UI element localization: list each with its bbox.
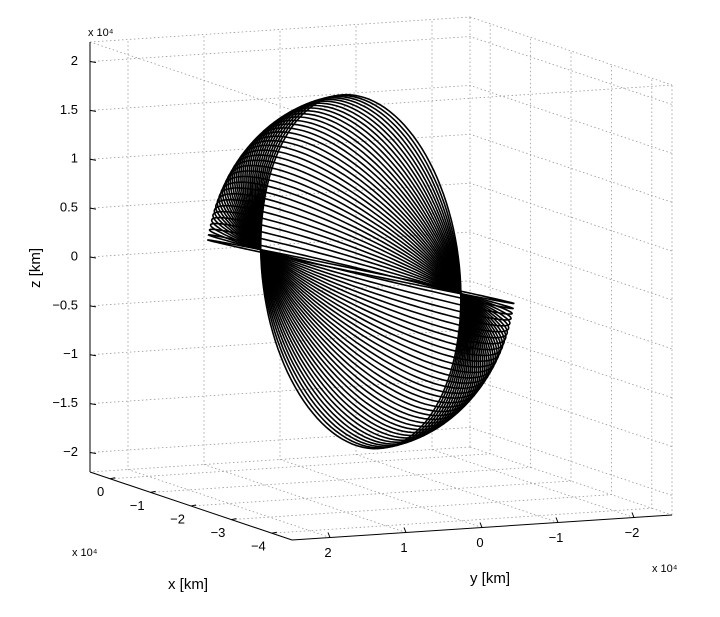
z-multiplier: x 10⁴ [88,27,114,39]
z-tick-label: −1 [63,346,78,361]
grid-line [150,37,531,493]
tick-mark [89,109,97,112]
z-tick-label: −1.5 [52,395,78,410]
tick-mark [89,451,97,454]
tick-mark [89,61,97,64]
tick-mark [555,517,559,523]
grid-line [89,280,673,350]
grid-line [127,39,331,538]
tick-mark [89,305,97,308]
y-tick-label: 0 [476,535,483,550]
tick-mark [89,403,97,406]
grid-line [279,29,483,528]
tick-mark [479,522,483,528]
x-tick-label: −4 [251,539,266,554]
box-edge [89,41,293,111]
grid-line [89,182,673,252]
grid-line [89,85,673,154]
x-tick-label: −1 [130,498,145,513]
x-axis-line [89,471,293,541]
z-axis-label: z [km] [27,248,44,288]
grid-line [89,427,673,496]
z-tick-label: 1.5 [60,102,78,117]
y-multiplier: x 10⁴ [652,563,678,575]
tick-mark [631,512,635,518]
grid-line [431,19,635,518]
y-axis-label: y [km] [470,570,510,587]
x-tick-label: −2 [170,511,185,526]
grid-line [271,78,653,534]
box-edge [469,16,673,86]
x-axis-label: x [km] [168,576,208,593]
grid-line [203,34,407,533]
grid-line [355,24,559,523]
walls [89,16,673,541]
x-multiplier: x 10⁴ [72,547,98,559]
z-tick-label: 2 [71,53,78,68]
z-tick-label: 1 [71,151,78,166]
grid-line [89,231,673,301]
box-edge [89,16,471,43]
z-tick-label: 0.5 [60,200,78,215]
x-tick-label: −3 [211,525,226,540]
z-tick-label: −2 [63,444,78,459]
tick-mark [89,207,97,210]
y-tick-label: 1 [400,540,407,555]
y-tick-label: −2 [625,525,640,540]
y-axis-line [291,514,673,541]
y-tick-label: −1 [549,530,564,545]
tick-mark [327,532,331,538]
grid-line [110,23,491,480]
box-edge [291,84,673,111]
box-edge [89,446,471,473]
y-tick-label: 2 [324,545,331,560]
z-tick-label: −0.5 [52,297,78,312]
orbit [259,93,462,450]
orbits [207,93,515,450]
grid-line [89,36,673,105]
grid-line [190,51,572,507]
tick-mark [89,158,97,161]
tick-mark [89,354,97,357]
z-tick-label: 0 [71,248,78,263]
tick-mark [403,527,407,533]
x-tick-label: 0 [97,484,104,499]
tick-mark [89,256,97,259]
grid-line [231,64,612,520]
grid-line [89,133,673,203]
